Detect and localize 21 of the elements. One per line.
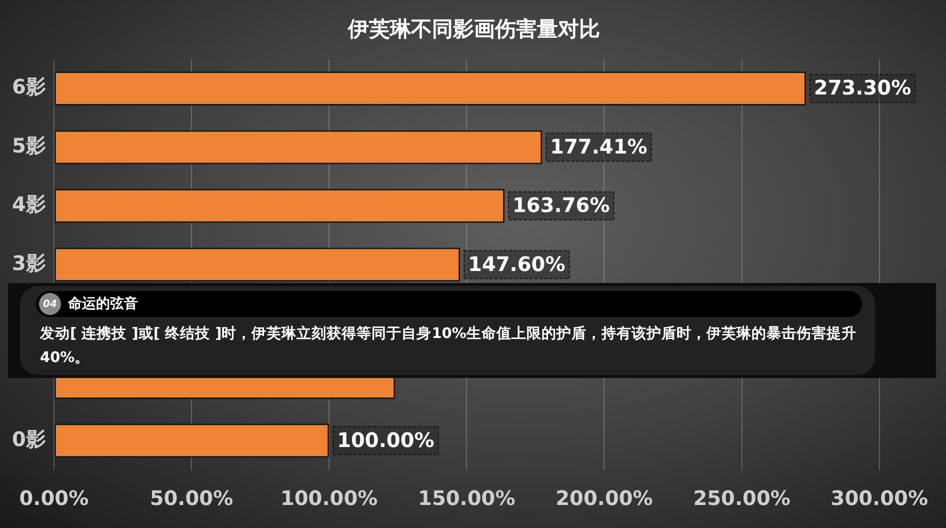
y-tick-label: 0影 <box>12 426 46 451</box>
badge-icon: 04 <box>39 293 61 315</box>
x-tick-label: 150.00% <box>418 486 516 510</box>
y-tick-label: 5影 <box>12 133 46 158</box>
y-tick-label: 4影 <box>12 192 46 216</box>
x-tick-label: 200.00% <box>556 486 653 510</box>
x-tick-label: 0.00% <box>19 486 89 510</box>
data-label: 100.00% <box>337 428 434 452</box>
x-tick-label: 300.00% <box>830 486 928 510</box>
x-tick-label: 250.00% <box>693 486 790 510</box>
y-tick-label: 3影 <box>12 250 46 275</box>
data-label: 177.41% <box>550 134 648 158</box>
annotation: 发动[ 连携技 ]或[ 终结技 ]时，伊芙琳立刻获得等同于自身10%生命值上限的护盾，持有该护盾时，伊芙琳的暴击伤害提升40%。 <box>40 324 858 368</box>
y-tick-label: 6影 <box>12 74 46 99</box>
annotation: 命运的弦音 <box>68 295 138 313</box>
data-label: 273.30% <box>814 76 912 100</box>
data-label: 147.60% <box>468 252 566 276</box>
data-label: 163.76% <box>512 193 610 218</box>
x-tick-label: 50.00% <box>150 486 234 510</box>
x-tick-label: 100.00% <box>280 486 378 510</box>
chart-title: 伊芙琳不同影画伤害量对比 <box>347 17 600 42</box>
